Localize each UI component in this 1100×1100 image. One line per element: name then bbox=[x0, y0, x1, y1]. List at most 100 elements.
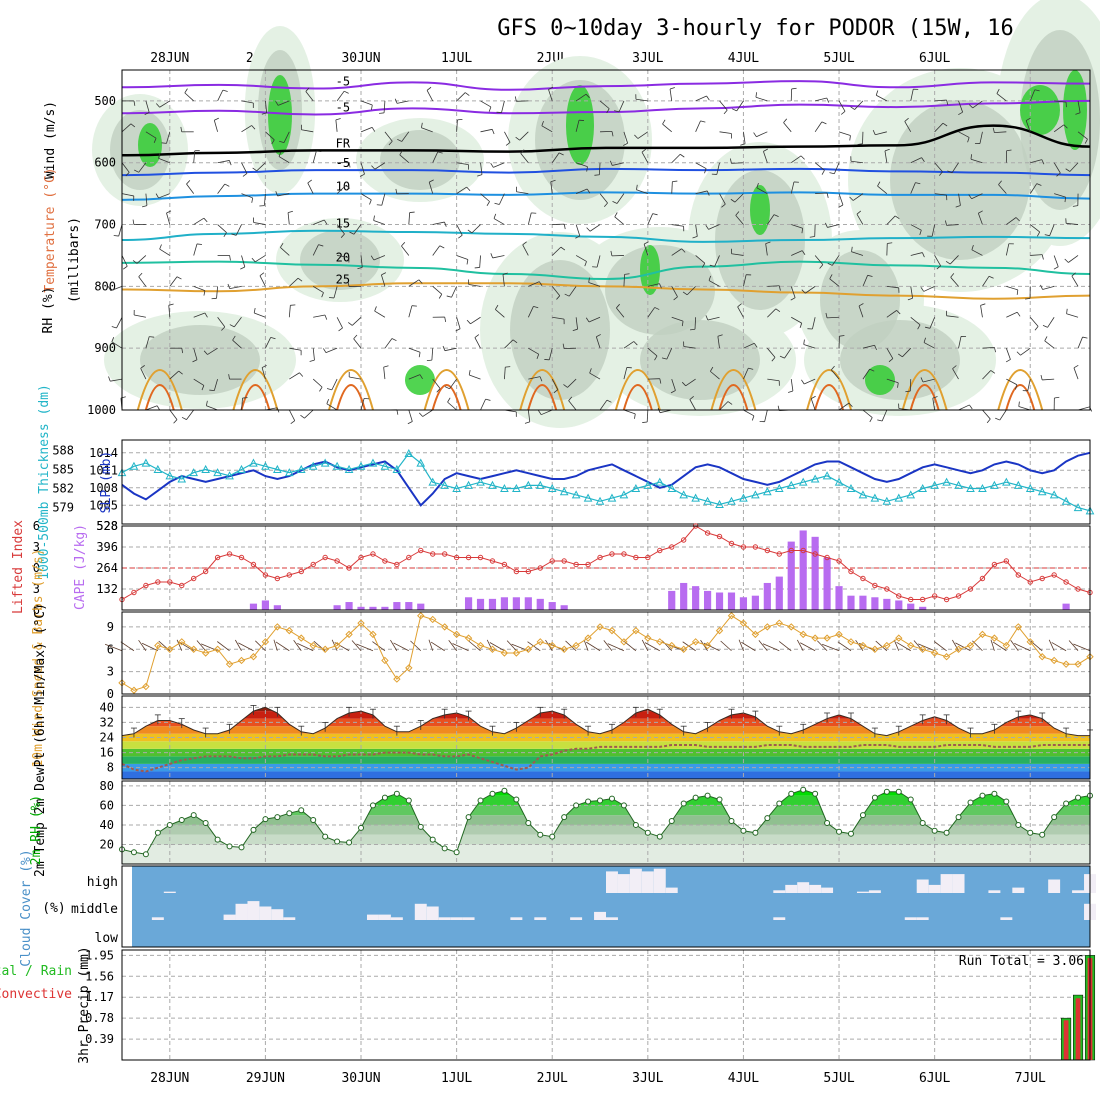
wind-barb-flag bbox=[748, 367, 754, 370]
wind-barb-flag bbox=[490, 162, 494, 168]
lifted-index-point bbox=[465, 554, 472, 561]
cloud-side-label: Cloud Cover (%) bbox=[19, 849, 34, 966]
rh-green-area bbox=[138, 123, 162, 167]
wind-barb bbox=[599, 100, 610, 109]
wind-speed-marker bbox=[1014, 623, 1023, 631]
wind-barb-flag bbox=[130, 123, 136, 128]
thickness-marker bbox=[380, 461, 390, 470]
wind-barb bbox=[1077, 336, 1083, 349]
wind-barb bbox=[383, 100, 386, 113]
lifted-index-point bbox=[346, 565, 352, 571]
cape-bar bbox=[369, 606, 377, 610]
rh-point bbox=[154, 829, 161, 836]
rh-point bbox=[955, 814, 962, 821]
wind-barb bbox=[695, 120, 701, 132]
wind-barb-flag bbox=[181, 348, 184, 354]
wind-barb bbox=[527, 306, 534, 318]
wind-barb bbox=[623, 274, 625, 287]
rh-color-band bbox=[122, 815, 1090, 825]
wind-barb-flag bbox=[319, 386, 323, 392]
cloud-level-label: low bbox=[95, 931, 119, 946]
wind-barb bbox=[121, 162, 130, 173]
thickness-marker bbox=[774, 483, 784, 493]
wind-barb-flag bbox=[1016, 311, 1021, 317]
wind-barb bbox=[1006, 217, 1017, 225]
wind-barb bbox=[336, 317, 343, 329]
cape-tick-label: 528 bbox=[96, 519, 118, 533]
surface-temp-contour bbox=[328, 369, 374, 411]
lifted-index-point bbox=[418, 547, 424, 554]
wind-barb-flag bbox=[705, 225, 709, 230]
wind-barb bbox=[755, 96, 768, 102]
rh-mid-area bbox=[640, 320, 760, 400]
wind-barb-flag bbox=[391, 338, 397, 342]
wind-barb bbox=[810, 398, 816, 411]
bottom-date-label: 28JUN bbox=[150, 1071, 189, 1086]
contour-label: 10 bbox=[336, 180, 350, 194]
wind-barb-flag bbox=[278, 151, 282, 157]
wind-speed-marker bbox=[596, 623, 604, 631]
panel-background bbox=[122, 612, 1090, 694]
wind-speed-marker bbox=[201, 649, 210, 657]
wind-speed-marker bbox=[261, 638, 270, 646]
wind-barb-flag bbox=[228, 374, 230, 380]
wind-speed-marker bbox=[656, 638, 664, 646]
wind-barb-flag bbox=[704, 168, 707, 174]
rh-color-band bbox=[122, 805, 1090, 816]
wind-barb bbox=[583, 639, 589, 651]
wind-barb bbox=[568, 400, 577, 411]
wind-barb-flag bbox=[727, 401, 733, 405]
lifted-index-point bbox=[824, 554, 830, 561]
wind-barb-flag bbox=[942, 122, 948, 127]
wind-barb bbox=[567, 378, 577, 388]
wind-barb-flag bbox=[388, 141, 393, 146]
lifted-index-point bbox=[728, 540, 735, 547]
wind-barb bbox=[229, 285, 242, 290]
temp-tick-label: 32 bbox=[100, 715, 114, 729]
wind-barb bbox=[421, 127, 433, 133]
wind-barb bbox=[931, 224, 936, 237]
cloud-cover-bar bbox=[259, 906, 272, 920]
wind-barb bbox=[877, 185, 888, 194]
wind-barb bbox=[1006, 311, 1018, 318]
wind-barb-flag bbox=[773, 214, 779, 218]
lifted-index-point bbox=[1075, 586, 1081, 592]
wind-barb-flag bbox=[140, 365, 145, 369]
wind-barb bbox=[686, 286, 696, 296]
wind-barb bbox=[778, 641, 792, 652]
wind-barb bbox=[176, 639, 183, 651]
wind-barb-flag bbox=[204, 312, 208, 318]
wind-barb-flag bbox=[548, 86, 554, 90]
wind-barb bbox=[193, 348, 198, 360]
lifted-index-point bbox=[884, 586, 890, 592]
lifted-index-point bbox=[155, 579, 161, 585]
wind-barb-flag bbox=[821, 170, 825, 175]
rh-point bbox=[1075, 794, 1082, 801]
wind-barb bbox=[186, 183, 195, 194]
wind-barb bbox=[767, 214, 775, 225]
lifted-index-point bbox=[836, 558, 842, 564]
wind-barb-flag bbox=[111, 337, 115, 342]
wind-barb bbox=[401, 245, 410, 256]
wind-barb bbox=[694, 317, 697, 330]
rh-point bbox=[1003, 798, 1010, 805]
wind-barb bbox=[520, 153, 529, 163]
lifted-index-point bbox=[704, 530, 711, 536]
wind-barb-flag bbox=[705, 315, 709, 321]
surface-temp-contour bbox=[622, 384, 653, 411]
wind-barb bbox=[360, 255, 363, 268]
thickness-marker bbox=[715, 499, 724, 508]
wind-barb-flag bbox=[849, 135, 851, 141]
wind-barb bbox=[1048, 639, 1055, 651]
wind-barb bbox=[803, 344, 816, 349]
wind-barb bbox=[586, 641, 601, 652]
wind-barb-flag bbox=[1015, 217, 1020, 222]
cape-tick-label: 528 bbox=[96, 519, 118, 533]
wind-barb-flag bbox=[585, 317, 590, 323]
wind-barb bbox=[256, 162, 266, 172]
wind-speed-marker bbox=[524, 645, 533, 653]
lifted-index-point bbox=[967, 586, 974, 592]
wind-barb bbox=[646, 409, 649, 423]
wind-barb-flag bbox=[371, 127, 376, 132]
wind-barb bbox=[241, 193, 253, 199]
